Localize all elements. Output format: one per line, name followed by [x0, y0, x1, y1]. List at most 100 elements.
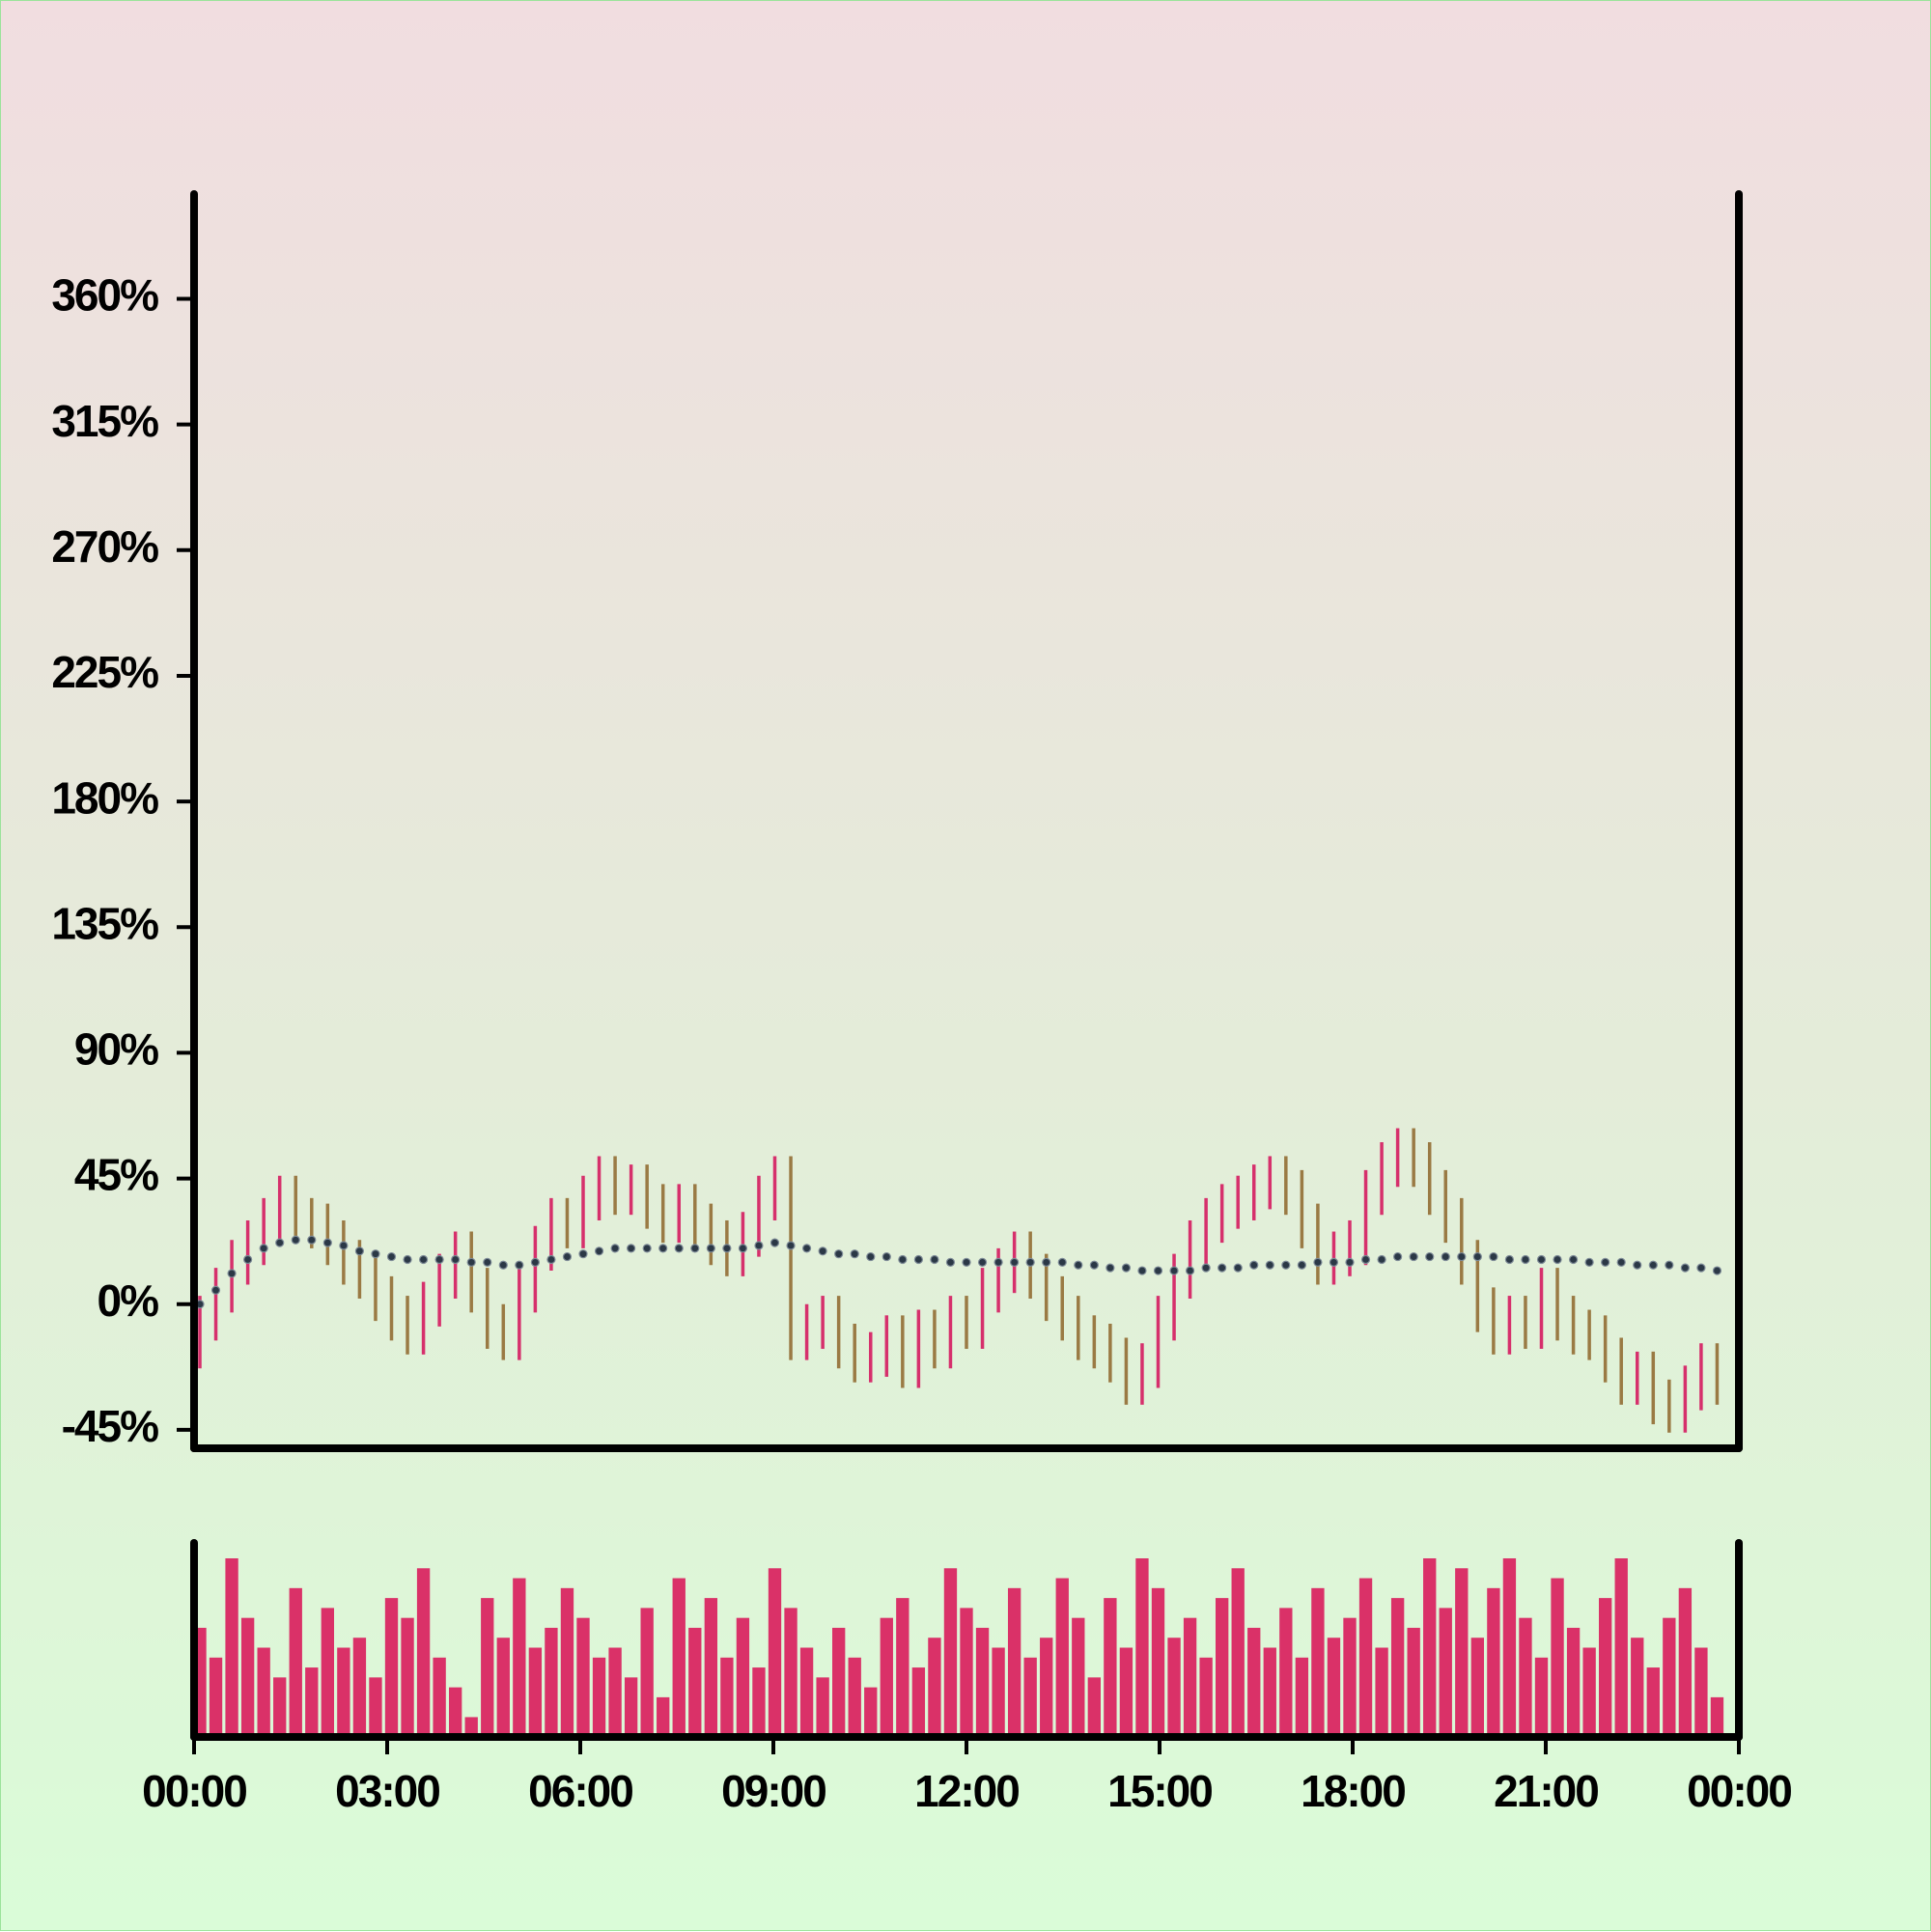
- volume-bar: [911, 1667, 926, 1737]
- volume-bar: [1534, 1657, 1549, 1737]
- moving-average-point: [371, 1249, 380, 1259]
- x-tick-label: 00:00: [1687, 1766, 1791, 1816]
- y-tick-label: 135%: [51, 898, 158, 948]
- moving-average-point: [1153, 1266, 1163, 1275]
- volume-bar: [1439, 1608, 1452, 1737]
- moving-average-point: [434, 1254, 444, 1265]
- moving-average-point: [1409, 1251, 1418, 1262]
- moving-average-point: [483, 1257, 492, 1267]
- moving-average-point: [1137, 1266, 1147, 1275]
- volume-bar: [1375, 1647, 1388, 1737]
- volume-bar: [640, 1608, 654, 1737]
- volume-bar: [545, 1627, 558, 1737]
- moving-average-point: [642, 1244, 652, 1253]
- moving-average-point: [1105, 1263, 1115, 1273]
- y-tick-label: 0%: [98, 1275, 159, 1326]
- volume-bar: [880, 1617, 893, 1737]
- moving-average-point: [627, 1244, 636, 1253]
- volume-bar: [369, 1677, 382, 1737]
- moving-average-point: [1057, 1257, 1067, 1267]
- moving-average-point: [898, 1254, 908, 1265]
- moving-average-point: [801, 1244, 812, 1253]
- moving-average-point: [610, 1244, 620, 1253]
- volume-bar: [289, 1587, 302, 1737]
- volume-bar: [1502, 1558, 1517, 1737]
- volume-bar: [1023, 1657, 1037, 1737]
- volume-bar: [864, 1687, 878, 1737]
- moving-average-point: [1297, 1260, 1306, 1270]
- moving-average-point: [1457, 1251, 1467, 1262]
- volume-bar: [352, 1638, 367, 1737]
- volume-bar: [384, 1598, 399, 1737]
- volume-bar: [1151, 1587, 1165, 1737]
- volume-bar: [975, 1627, 990, 1737]
- moving-average-point: [882, 1251, 891, 1262]
- volume-bar: [1279, 1608, 1293, 1737]
- y-tick-label: 270%: [51, 521, 158, 572]
- moving-average-point: [1201, 1263, 1211, 1273]
- y-tick-label: 225%: [51, 647, 158, 697]
- volume-bar: [337, 1647, 350, 1737]
- moving-average-point: [386, 1251, 397, 1262]
- volume-bar: [464, 1717, 478, 1737]
- moving-average-point: [930, 1254, 939, 1265]
- moving-average-point: [1345, 1257, 1355, 1267]
- moving-average-point: [1441, 1251, 1450, 1262]
- y-tick-label: -45%: [62, 1401, 158, 1451]
- volume-bar: [1470, 1638, 1484, 1737]
- moving-average-point: [466, 1257, 476, 1267]
- moving-average-point: [913, 1254, 923, 1265]
- moving-average-point: [962, 1257, 971, 1267]
- volume-bar: [560, 1587, 574, 1737]
- volume-bar: [321, 1608, 334, 1737]
- x-tick-label: 15:00: [1107, 1766, 1212, 1816]
- moving-average-point: [850, 1249, 859, 1259]
- volume-bar: [943, 1568, 958, 1737]
- x-tick-label: 09:00: [721, 1766, 826, 1816]
- moving-average-point: [354, 1246, 365, 1256]
- moving-average-point: [1249, 1260, 1259, 1270]
- moving-average-point: [1377, 1254, 1386, 1265]
- volume-bar: [576, 1617, 590, 1737]
- volume-bar: [1710, 1696, 1724, 1737]
- moving-average-point: [1489, 1251, 1498, 1262]
- moving-average-point: [1121, 1263, 1132, 1273]
- volume-bar: [449, 1687, 462, 1737]
- volume-bar: [1566, 1627, 1581, 1737]
- y-tick-label: 315%: [51, 396, 158, 446]
- moving-average-point: [594, 1246, 604, 1256]
- moving-average-point: [706, 1244, 715, 1253]
- moving-average-point: [1313, 1257, 1323, 1267]
- volume-bar: [688, 1627, 702, 1737]
- volume-bar: [1199, 1657, 1213, 1737]
- moving-average-point: [674, 1244, 684, 1253]
- moving-average-point: [275, 1238, 285, 1247]
- moving-average-point: [754, 1241, 764, 1250]
- volume-bar: [1343, 1617, 1357, 1737]
- moving-average-point: [1584, 1257, 1594, 1267]
- moving-average-point: [1185, 1266, 1195, 1275]
- volume-bar: [752, 1667, 766, 1737]
- moving-average-point: [562, 1251, 573, 1262]
- moving-average-point: [1553, 1254, 1562, 1265]
- volume-bar: [1599, 1598, 1612, 1737]
- moving-average-point: [1089, 1260, 1099, 1270]
- moving-average-point: [227, 1269, 237, 1278]
- volume-bar: [720, 1657, 734, 1737]
- volume-bar: [225, 1558, 238, 1737]
- moving-average-point: [1425, 1251, 1435, 1262]
- moving-average-point: [1233, 1263, 1243, 1273]
- volume-bar: [513, 1578, 526, 1737]
- moving-average-point: [322, 1238, 332, 1247]
- volume-bar: [1519, 1617, 1532, 1737]
- volume-bar: [1167, 1638, 1181, 1737]
- volume-bar: [1231, 1568, 1245, 1737]
- volume-bar: [1263, 1647, 1276, 1737]
- volume-bar: [784, 1608, 798, 1737]
- volume-bar: [1631, 1638, 1644, 1737]
- volume-bar: [1055, 1578, 1069, 1737]
- moving-average-point: [1169, 1266, 1179, 1275]
- moving-average-point: [690, 1244, 700, 1253]
- x-tick-label: 00:00: [142, 1766, 246, 1816]
